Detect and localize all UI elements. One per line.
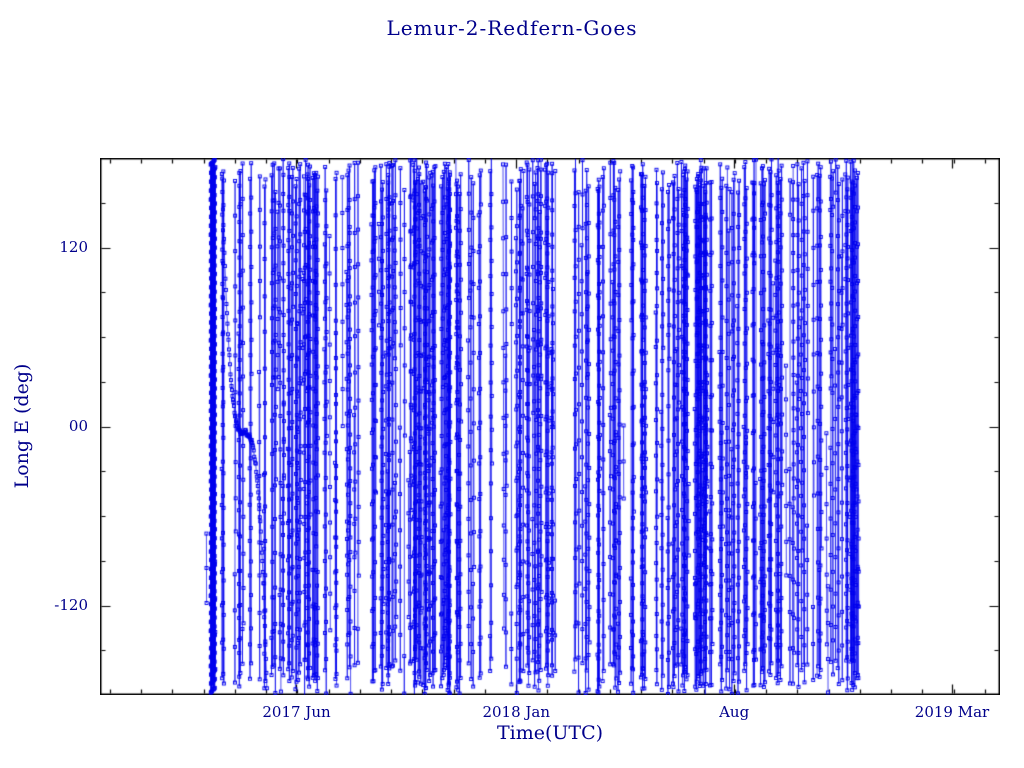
- plot-area: [100, 158, 1000, 695]
- y-tick-label: 120: [59, 237, 88, 256]
- x-tick-label: 2018 Jan: [482, 703, 551, 721]
- x-tick-label: Aug: [719, 703, 750, 721]
- chart-title: Lemur-2-Redfern-Goes: [386, 16, 638, 40]
- y-tick-label: 00: [68, 416, 88, 435]
- plot-canvas: [100, 158, 1000, 695]
- x-tick-label: 2019 Mar: [914, 703, 990, 721]
- x-tick-label: 2017 Jun: [262, 703, 331, 721]
- x-axis-label: Time(UTC): [496, 722, 604, 744]
- y-tick-label: -120: [54, 595, 88, 614]
